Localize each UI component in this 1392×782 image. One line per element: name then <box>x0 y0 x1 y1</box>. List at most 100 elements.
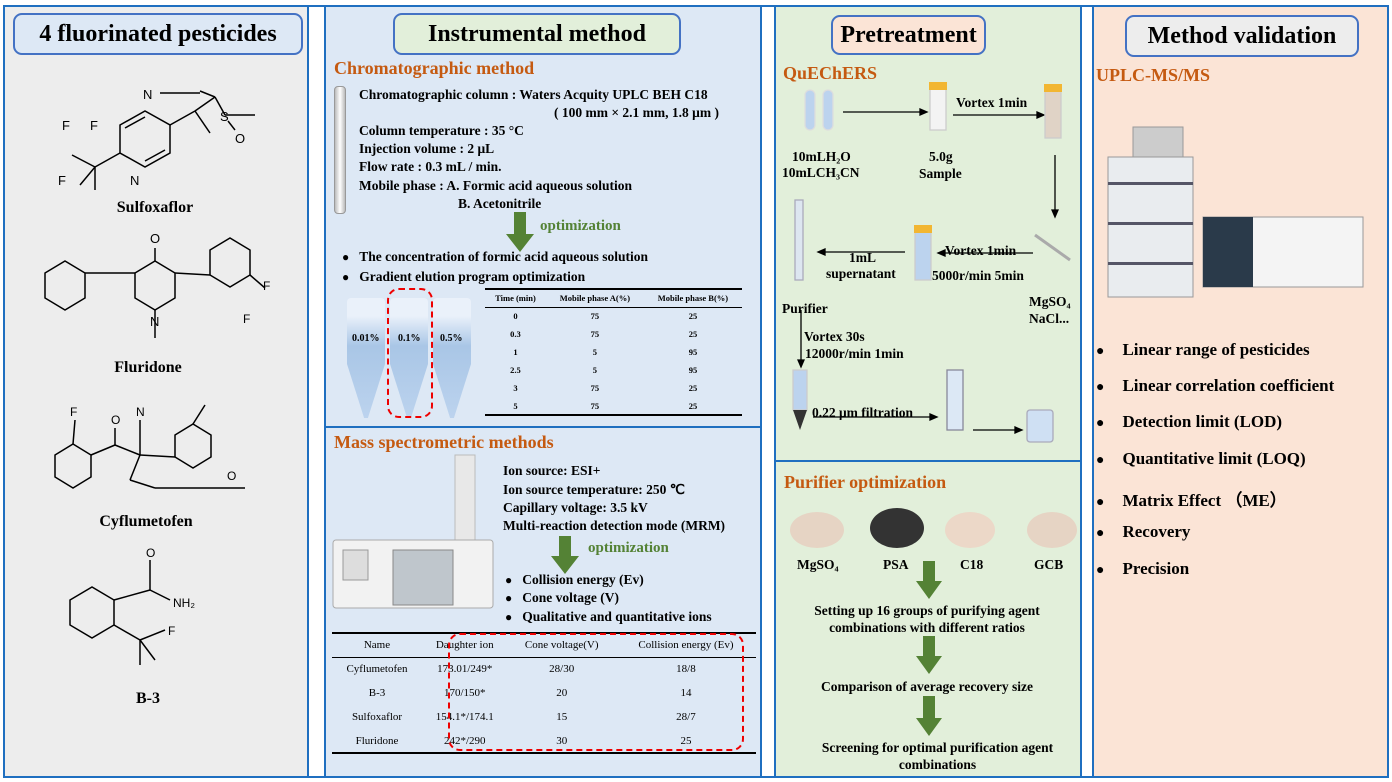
chrom-optimization-label: optimization <box>540 218 621 234</box>
table-row: 0 75 25 <box>485 307 742 325</box>
svg-text:N: N <box>130 173 139 188</box>
salts-nacl-label: NaCl... <box>1029 311 1070 326</box>
table-cell: 95 <box>688 347 698 357</box>
svg-text:N: N <box>136 405 145 419</box>
validation-title: Method validation <box>1125 15 1359 57</box>
tube-label-2: 0.1% <box>398 333 421 344</box>
fluridone-structure: O N F F <box>44 231 270 338</box>
centrifuge-label: 5000r/min 5min <box>932 268 1024 283</box>
table-cell: 5 <box>513 400 518 411</box>
validation-item-lod: Detection limit (LOD) <box>1096 412 1282 432</box>
vortex-1-label: Vortex 1min <box>956 95 1028 110</box>
mrm-parameter-table: Name Daughter ion Cone voltage(V) Collision… <box>332 632 756 754</box>
svg-text:N: N <box>150 314 159 329</box>
table-row: 5 75 25 <box>485 397 742 415</box>
table-cell: 0 <box>513 311 518 322</box>
table-cell: 14 <box>680 687 692 699</box>
table-cell: B-3 <box>368 687 386 699</box>
supernatant-volume-label: 1mL <box>849 250 876 265</box>
svg-text:F: F <box>62 118 70 133</box>
table-cell: 5 <box>592 365 598 375</box>
table-cell: 18/8 <box>676 663 696 676</box>
validation-item-loq: Quantitative limit (LOQ) <box>1096 449 1305 469</box>
down-arrow-icon <box>916 636 942 674</box>
gradient-header: Mobile phase B(%) <box>643 289 742 308</box>
table-row: 1 5 95 <box>485 343 742 361</box>
pretreatment-divider <box>774 460 1082 462</box>
chrom-line-injection: Injection volume : 2 μL <box>359 141 495 156</box>
table-cell: 25 <box>680 734 692 747</box>
mass-bullet-1: Collision energy (Ev) <box>505 572 644 588</box>
b3-structure: O NH₂ F <box>69 546 195 665</box>
centrifuge-2-label: 12000r/min 1min <box>805 346 904 361</box>
table-cell: 28/30 <box>549 663 575 676</box>
svg-text:O: O <box>150 231 160 246</box>
mass-line-capillary: Capillary voltage: 3.5 kV <box>503 500 648 515</box>
table-cell: 154.1*/174.1 <box>435 711 494 723</box>
selected-concentration-highlight <box>387 288 433 418</box>
pretreatment-title: Pretreatment <box>831 15 986 55</box>
instrumental-title: Instrumental method <box>393 13 681 55</box>
sample-label: Sample <box>919 166 962 181</box>
mrm-header: Collision energy (Ev) <box>615 633 756 658</box>
validation-item-recovery: Recovery <box>1096 522 1190 542</box>
table-row: Sulfoxaflor 154.1*/174.1 15 28/7 <box>332 705 756 729</box>
svg-text:F: F <box>168 624 175 638</box>
tube-label-3: 0.5% <box>440 333 463 344</box>
svg-text:F: F <box>70 405 77 419</box>
chrom-line-temperature: Column temperature : 35 °C <box>359 123 524 138</box>
chrom-line-column: Chromatographic column : Waters Acquity … <box>359 87 708 102</box>
purifier-label: Purifier <box>782 301 828 316</box>
table-cell: 0.3 <box>510 329 521 339</box>
pesticides-title: 4 fluorinated pesticides <box>13 13 303 55</box>
column-icon <box>334 86 346 214</box>
agent-mgso4: MgSO₄ <box>797 557 839 572</box>
mass-heading: Mass spectrometric methods <box>334 432 554 452</box>
table-cell: 15 <box>556 711 568 723</box>
quechers-heading: QuEChERS <box>783 63 878 83</box>
chrom-line-flow: Flow rate : 0.3 mL / min. <box>359 159 502 174</box>
solvent-h2o-label: 10mLH₂O <box>792 149 851 164</box>
compound-name-sulfoxaflor: Sulfoxaflor <box>116 199 194 216</box>
down-arrow-icon <box>506 212 534 252</box>
down-arrow-icon <box>551 536 579 574</box>
table-cell: 75 <box>590 329 600 339</box>
agent-psa: PSA <box>883 557 909 572</box>
purifier-step-2: Comparison of average recovery size <box>821 679 1033 694</box>
table-cell: 30 <box>556 734 568 747</box>
mass-bullet-2: Cone voltage (V) <box>505 590 619 606</box>
svg-text:O: O <box>146 546 155 560</box>
validation-item-matrix-effect: Matrix Effect （ME） <box>1096 486 1286 511</box>
table-row: B-3 170/150* 20 14 <box>332 681 756 705</box>
table-cell: 20 <box>556 687 568 699</box>
table-cell: 170/150* <box>443 687 486 699</box>
mass-spectrometer-icon <box>332 454 494 609</box>
mass-line-source: Ion source: ESI+ <box>503 463 601 478</box>
table-cell: 2.5 <box>510 365 521 375</box>
supernatant-label: supernatant <box>826 266 896 281</box>
table-cell: 75 <box>590 311 600 322</box>
table-cell: 25 <box>688 400 698 411</box>
purifier-optimization-heading: Purifier optimization <box>784 472 947 492</box>
svg-text:F: F <box>243 312 250 326</box>
svg-text:S: S <box>220 109 229 124</box>
down-arrow-icon <box>916 561 942 599</box>
table-cell: 173.01/249* <box>437 663 493 676</box>
salts-mgso4-label: MgSO₄ <box>1029 294 1071 309</box>
top-frame <box>3 5 1389 7</box>
validation-item-correlation: Linear correlation coefficient <box>1096 376 1334 396</box>
panel-pesticides <box>3 5 309 778</box>
agent-gcb: GCB <box>1034 557 1064 572</box>
table-cell: 75 <box>590 400 600 411</box>
filtration-label: 0.22 μm filtration <box>812 405 914 420</box>
mass-optimization-label: optimization <box>588 540 669 556</box>
svg-text:O: O <box>235 131 245 146</box>
chrom-line-mobile-b: B. Acetonitrile <box>458 196 542 211</box>
svg-text:N: N <box>143 87 152 102</box>
uplc-msms-instrument-icon <box>1107 126 1364 298</box>
pretreatment-flow-graphics <box>792 82 1071 443</box>
purifier-agents-graphics <box>790 508 1077 548</box>
table-cell: 25 <box>688 329 698 339</box>
table-cell: 25 <box>688 311 698 322</box>
purifier-step-3: Screening for optimal purification agent… <box>821 740 1054 772</box>
